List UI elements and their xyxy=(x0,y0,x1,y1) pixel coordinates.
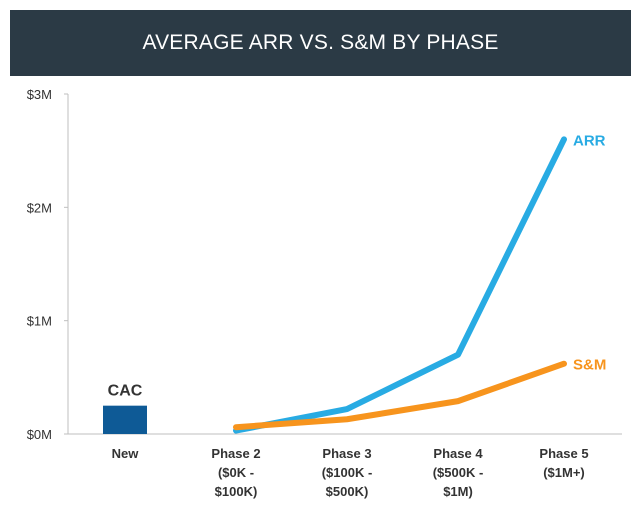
x-category-label: Phase 2 ($0K - $100K) xyxy=(211,446,260,499)
x-category-label-line: $1M) xyxy=(443,484,473,499)
x-category-label-line: $500K) xyxy=(326,484,369,499)
series-lines: ARR S&M xyxy=(233,132,606,434)
y-tick-label: $3M xyxy=(27,87,52,102)
series-line-1 xyxy=(233,360,567,431)
x-category-label-line: $100K) xyxy=(215,484,258,499)
y-tick-label: $0M xyxy=(27,427,52,442)
y-tick-label: $1M xyxy=(27,314,52,329)
x-category-label-line: ($0K - xyxy=(218,465,254,480)
series-line-0 xyxy=(233,136,567,434)
series-label: ARR xyxy=(573,132,606,149)
x-category-label: Phase 3 ($100K - $500K) xyxy=(322,446,373,499)
x-category-label-line: ($100K - xyxy=(322,465,373,480)
x-category-label-line: New xyxy=(112,446,140,461)
y-ticks: $0M $1M $2M $3M xyxy=(27,87,68,442)
x-category-label-line: ($1M+) xyxy=(543,465,585,480)
x-category-label-line: Phase 5 xyxy=(539,446,588,461)
series-label: S&M xyxy=(573,357,606,374)
y-tick-label: $2M xyxy=(27,200,52,215)
x-categories: New Phase 2 ($0K - $100K) Phase 3 ($100K - $50… xyxy=(112,446,589,499)
x-category-label-line: Phase 3 xyxy=(322,446,371,461)
cac-bar xyxy=(103,405,147,434)
x-category-label: Phase 5 ($1M+) xyxy=(539,446,588,480)
x-category-label: New xyxy=(112,446,140,461)
cac-bar-label: CAC xyxy=(108,383,143,400)
title-banner: AVERAGE ARR VS. S&M BY PHASE xyxy=(10,10,631,76)
x-category-label-line: Phase 4 xyxy=(433,446,483,461)
x-category-label-line: ($500K - xyxy=(433,465,484,480)
x-category-label-line: Phase 2 xyxy=(211,446,260,461)
x-category-label: Phase 4 ($500K - $1M) xyxy=(433,446,484,499)
bars: CAC xyxy=(103,383,147,434)
chart-title: AVERAGE ARR VS. S&M BY PHASE xyxy=(142,31,499,54)
